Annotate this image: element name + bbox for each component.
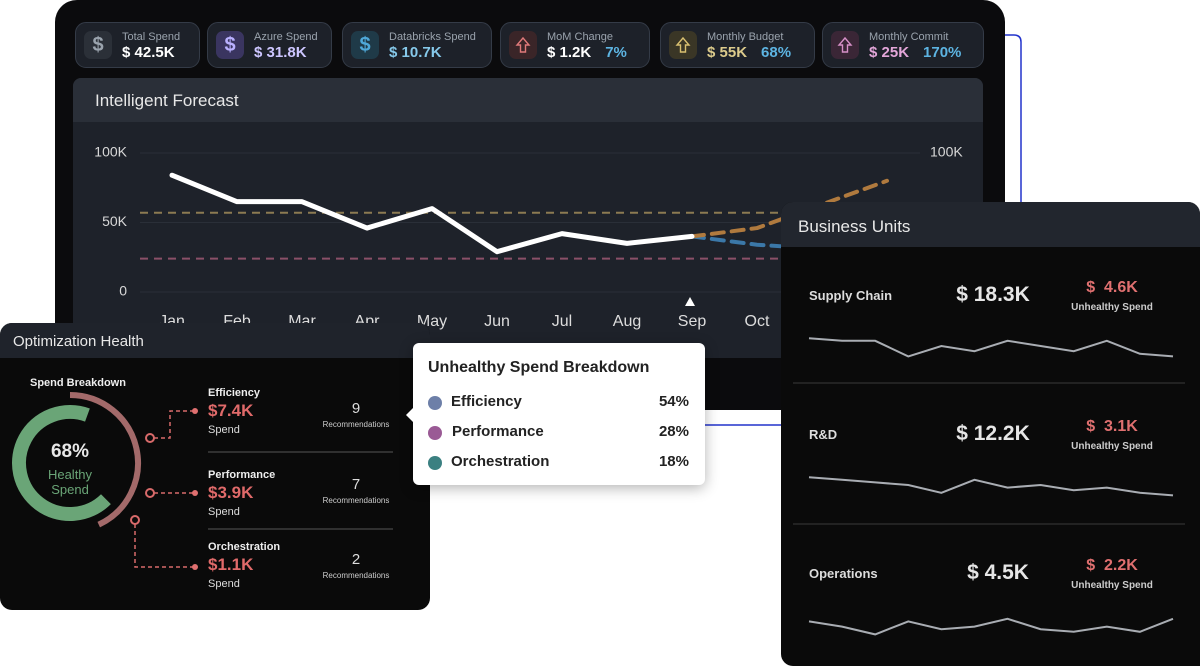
kpi-label: Azure Spend [254, 31, 318, 43]
sparkline [808, 476, 1174, 497]
item-count-label: Recommendations [322, 420, 390, 429]
item-name: Orchestration [208, 541, 281, 553]
tooltip-title: Unhealthy Spend Breakdown [428, 359, 650, 376]
row-share: 28% [658, 423, 689, 440]
row-share: 54% [658, 393, 689, 410]
kpi-label: Databricks Spend [389, 31, 476, 43]
bracket-dot [145, 433, 155, 443]
unit-unhealthy: $ 2.2K [1086, 557, 1138, 574]
kpi-label: Monthly Budget [707, 31, 784, 43]
unit-spend: $ 4.5K [967, 561, 1029, 584]
connector-dot [192, 564, 198, 570]
bracket-arc [69, 392, 141, 528]
kpi-card: MoM Change $ 1.2K 7% [500, 22, 650, 68]
unit-spend: $ 12.2K [956, 422, 1030, 445]
unit-name: R&D [809, 427, 838, 442]
unit-unhealthy: $ 3.1K [1086, 418, 1138, 435]
item-unit: Spend [208, 506, 240, 518]
arrow [837, 36, 853, 53]
item-unit: Spend [208, 424, 240, 436]
row-name: Performance [452, 423, 544, 440]
item-value: $1.1K [208, 555, 254, 574]
kpi-icon: $ [351, 31, 379, 59]
item-count-label: Recommendations [322, 571, 390, 580]
row-name: Efficiency [451, 393, 522, 410]
unit-spend: $ 18.3K [956, 283, 1030, 306]
kpi-icon [509, 31, 537, 59]
donut-percent: 68% [50, 441, 90, 462]
tooltip-arrow [406, 407, 414, 423]
unit-unhealthy: $ 4.6K [1086, 279, 1138, 296]
unit-name: Supply Chain [809, 288, 893, 303]
connector [134, 524, 195, 568]
sparkline [808, 617, 1174, 636]
connector [154, 410, 195, 439]
kpi-card: Monthly Budget $ 55K 68% [660, 22, 815, 68]
kpi-icon [669, 31, 697, 59]
legend-dot [428, 426, 442, 440]
item-value: $3.9K [208, 483, 254, 502]
legend-dot [428, 456, 442, 470]
row-name: Orchestration [451, 453, 550, 470]
kpi-value: $ 10.7K [389, 44, 442, 61]
kpi-card: $ Total Spend $ 42.5K [75, 22, 200, 68]
item-count: 2 [351, 551, 361, 568]
kpi-value: $ 31.8K [254, 44, 307, 61]
kpi-change: 170% [923, 44, 962, 61]
kpi-arrow-icon [515, 36, 531, 53]
donut-caption: Healthy Spend [47, 467, 93, 497]
kpi-card: $ Databricks Spend $ 10.7K [342, 22, 492, 68]
row-share: 18% [658, 453, 689, 470]
kpi-card: $ Azure Spend $ 31.8K [207, 22, 332, 68]
business-units-panel: Business Units Supply Chain $ 18.3K $ 4.6K… [781, 202, 1200, 666]
kpi-change: 68% [761, 44, 792, 61]
arrow [515, 36, 531, 53]
arrow [675, 36, 691, 53]
kpi-change: 7% [605, 44, 627, 61]
optimization-subtitle: Spend Breakdown [30, 377, 126, 389]
item-count: 9 [351, 400, 361, 417]
kpi-label: Total Spend [122, 31, 181, 43]
optimization-header [0, 323, 430, 358]
kpi-label: MoM Change [547, 31, 614, 43]
optimization-title: Optimization Health [13, 333, 144, 350]
connector-dot [192, 490, 198, 496]
unit-unhealthy-label: Unhealthy Spend [1071, 302, 1153, 313]
item-count: 7 [351, 476, 361, 493]
kpi-value: $ 55K 68% [707, 44, 792, 61]
kpi-icon: $ [216, 31, 244, 59]
donut-healthy [12, 405, 111, 521]
kpi-value: $ 25K 170% [869, 44, 962, 61]
item-value: $7.4K [208, 401, 254, 420]
kpi-value: $ 1.2K 7% [547, 44, 627, 61]
sparkline [808, 337, 1174, 358]
kpi-icon [831, 31, 859, 59]
item-count-label: Recommendations [322, 496, 390, 505]
donut-chart [12, 392, 393, 570]
unit-unhealthy-label: Unhealthy Spend [1071, 441, 1153, 452]
kpi-icon: $ [84, 31, 112, 59]
legend-dot [428, 396, 442, 410]
optimization-panel: Optimization Health Spend Breakdown 68% H… [0, 323, 430, 610]
unit-unhealthy-label: Unhealthy Spend [1071, 580, 1153, 591]
bracket-dot [130, 515, 140, 525]
kpi-arrow-icon [675, 36, 691, 53]
kpi-value: $ 42.5K [122, 44, 175, 61]
kpi-arrow-icon [837, 36, 853, 53]
forecast-title: Intelligent Forecast [95, 91, 239, 110]
item-unit: Spend [208, 578, 240, 590]
connector [1005, 34, 1022, 202]
item-name: Efficiency [208, 387, 260, 399]
connector-dot [192, 408, 198, 414]
kpi-label: Monthly Commit [869, 31, 949, 43]
forecast-header [73, 78, 983, 122]
unit-name: Operations [809, 566, 878, 581]
sparklines [793, 337, 1185, 636]
kpi-card: Monthly Commit $ 25K 170% [822, 22, 984, 68]
item-name: Performance [208, 469, 276, 481]
tooltip: Unhealthy Spend Breakdown Efficiency 54% P… [406, 343, 705, 485]
bracket-dot [145, 488, 155, 498]
